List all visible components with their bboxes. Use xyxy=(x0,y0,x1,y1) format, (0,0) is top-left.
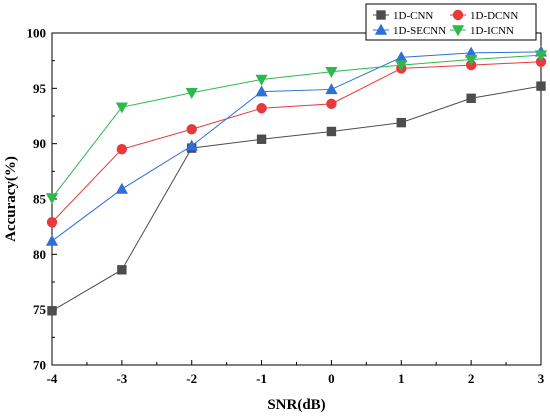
legend-label: 1D-DCNN xyxy=(470,10,518,22)
y-tick-label: 80 xyxy=(33,247,46,262)
series-line-1d-cnn xyxy=(51,85,542,312)
legend-item-1d-secnn: 1D-SECNN xyxy=(373,23,446,37)
x-axis: -4 -3 -2 -1 0 1 2 3 xyxy=(47,360,545,386)
y-axis-title: Accuracy(%) xyxy=(3,156,19,242)
x-tick-label: 0 xyxy=(328,371,335,386)
data-point-1d-icnn xyxy=(185,88,198,100)
x-axis-title: SNR(dB) xyxy=(267,397,325,413)
data-point-1d-dcnn xyxy=(116,144,128,155)
series-line-1d-secnn xyxy=(51,51,542,242)
data-point-1d-icnn xyxy=(325,67,338,79)
data-point-1d-cnn xyxy=(466,93,476,103)
data-point-1d-secnn xyxy=(325,83,338,95)
data-point-1d-icnn xyxy=(255,74,268,86)
y-tick-label: 70 xyxy=(33,358,46,373)
y-tick-label: 85 xyxy=(33,192,47,207)
legend-marker xyxy=(374,23,388,35)
data-point-1d-icnn xyxy=(395,60,408,72)
y-axis: 70 75 80 85 90 95 100 xyxy=(27,26,57,373)
legend-marker xyxy=(452,9,464,21)
series-1d-icnn xyxy=(45,50,548,205)
y-tick-label: 100 xyxy=(27,26,47,41)
data-point-1d-cnn xyxy=(256,134,267,144)
legend-marker xyxy=(376,10,386,20)
x-tick-label: -2 xyxy=(186,371,197,386)
x-tick-label: 2 xyxy=(468,371,475,386)
data-point-1d-secnn xyxy=(185,139,198,151)
data-point-1d-secnn xyxy=(45,234,59,246)
data-point-1d-cnn xyxy=(396,117,406,128)
data-point-1d-dcnn xyxy=(326,98,337,110)
data-point-1d-cnn xyxy=(117,265,127,275)
data-point-1d-cnn xyxy=(47,306,57,316)
data-point-1d-secnn xyxy=(115,182,128,194)
series-line-1d-dcnn xyxy=(51,61,542,223)
plot-border xyxy=(51,32,542,366)
x-tick-label: 1 xyxy=(398,371,405,386)
legend: 1D-CNN 1D-DCNN 1D-SECNN 1D-ICNN xyxy=(365,3,537,41)
plot-frame xyxy=(51,32,542,366)
y-tick-label: 75 xyxy=(33,302,47,317)
data-point-1d-icnn xyxy=(45,193,59,205)
legend-label: 1D-CNN xyxy=(393,10,433,22)
legend-item-1d-cnn: 1D-CNN xyxy=(373,10,433,22)
legend-label: 1D-ICNN xyxy=(470,25,514,37)
series-1d-dcnn xyxy=(46,56,547,228)
legend-item-1d-icnn: 1D-ICNN xyxy=(450,25,514,37)
series-1d-secnn xyxy=(45,45,548,246)
data-point-1d-dcnn xyxy=(186,124,197,135)
legend-box xyxy=(365,3,537,41)
legend-marker xyxy=(451,25,465,37)
y-tick-label: 90 xyxy=(33,136,46,151)
x-tick-label: 3 xyxy=(538,371,545,386)
data-point-1d-secnn xyxy=(255,85,268,97)
data-point-1d-cnn xyxy=(326,126,337,137)
data-point-1d-dcnn xyxy=(46,217,58,228)
legend-item-1d-dcnn: 1D-DCNN xyxy=(450,9,518,22)
series-1d-cnn xyxy=(47,81,546,316)
y-tick-label: 95 xyxy=(33,81,47,96)
legend-label: 1D-SECNN xyxy=(393,25,446,37)
data-point-1d-cnn xyxy=(536,81,546,91)
x-tick-label: -1 xyxy=(256,371,267,386)
data-point-1d-icnn xyxy=(115,102,128,114)
x-tick-label: -3 xyxy=(116,371,127,386)
series-layer xyxy=(45,45,548,316)
data-point-1d-icnn xyxy=(534,50,548,62)
data-point-1d-icnn xyxy=(465,54,478,66)
series-line-1d-icnn xyxy=(51,54,542,199)
x-tick-label: -4 xyxy=(47,371,58,386)
data-point-1d-dcnn xyxy=(256,103,267,114)
